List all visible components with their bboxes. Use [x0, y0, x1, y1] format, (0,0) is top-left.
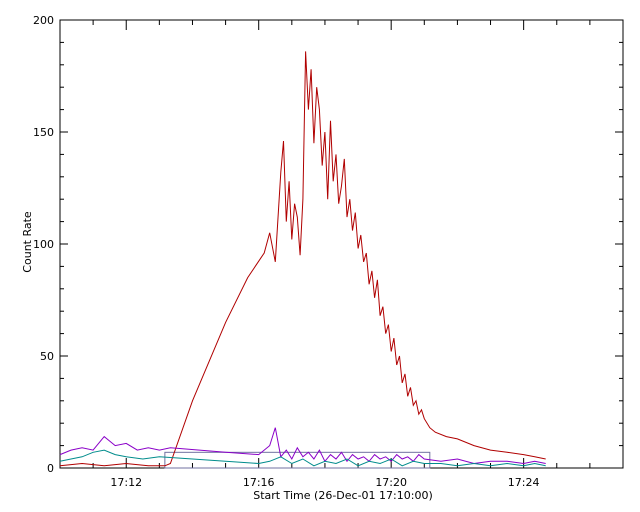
series-lines: [59, 51, 546, 467]
series-line-1: [59, 51, 546, 467]
plot-frame: [59, 19, 624, 469]
y-tick-label: 150: [33, 126, 54, 139]
x-tick-label: 17:12: [110, 476, 142, 489]
series-line-2: [59, 427, 546, 465]
x-tick-label: 17:16: [243, 476, 275, 489]
y-tick-label: 200: [33, 14, 54, 27]
axis-tick-labels: 0 50 100 150 200 17:12 17:16 17:20 17:24: [33, 14, 539, 489]
axis-ticks: [59, 19, 624, 469]
plot-border: [59, 19, 624, 469]
x-tick-label: 17:24: [508, 476, 540, 489]
x-tick-label: 17:20: [375, 476, 407, 489]
y-tick-label: 0: [47, 462, 54, 475]
x-axis-title: Start Time (26-Dec-01 17:10:00): [253, 489, 433, 502]
series-line-3: [59, 449, 546, 467]
y-tick-label: 100: [33, 238, 54, 251]
y-axis-title: Count Rate: [21, 211, 34, 273]
y-tick-label: 50: [40, 350, 54, 363]
